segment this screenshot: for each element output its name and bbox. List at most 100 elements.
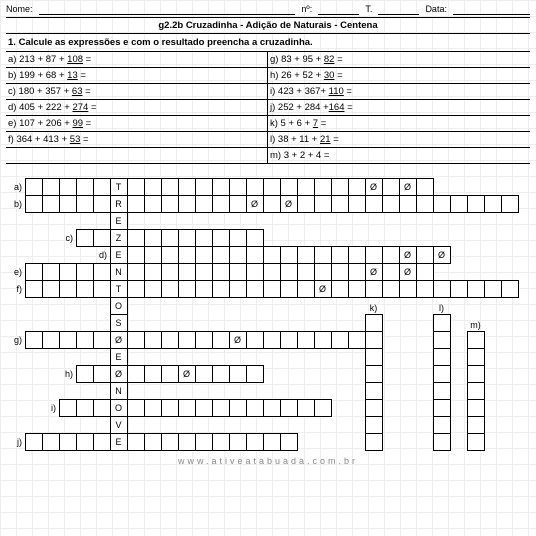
crossword-cell[interactable] [144, 229, 162, 247]
crossword-cell[interactable] [433, 433, 451, 451]
crossword-cell[interactable] [127, 331, 145, 349]
crossword-cell[interactable] [178, 178, 196, 196]
crossword-cell[interactable] [246, 280, 264, 298]
crossword-cell[interactable] [416, 263, 434, 281]
crossword-cell[interactable] [42, 280, 60, 298]
crossword-cell[interactable] [246, 365, 264, 383]
crossword-cell[interactable]: Ø [178, 365, 196, 383]
crossword-cell[interactable] [416, 195, 434, 213]
crossword-cell[interactable] [93, 433, 111, 451]
crossword-cell[interactable] [365, 365, 383, 383]
crossword-cell[interactable] [212, 229, 230, 247]
crossword-cell[interactable] [178, 433, 196, 451]
date-field-line[interactable] [453, 4, 530, 15]
crossword-cell[interactable] [127, 246, 145, 264]
crossword-cell[interactable] [42, 331, 60, 349]
crossword-cell[interactable] [76, 399, 94, 417]
crossword-cell[interactable] [229, 229, 247, 247]
crossword-cell[interactable] [229, 195, 247, 213]
crossword-cell[interactable] [280, 399, 298, 417]
crossword-cell[interactable]: Z [110, 229, 128, 247]
crossword-cell[interactable] [365, 280, 383, 298]
crossword-cell[interactable] [59, 178, 77, 196]
crossword-cell[interactable] [229, 433, 247, 451]
crossword-cell[interactable] [433, 399, 451, 417]
crossword-cell[interactable] [127, 433, 145, 451]
crossword-cell[interactable] [467, 365, 485, 383]
crossword-cell[interactable] [365, 195, 383, 213]
crossword-cell[interactable] [212, 365, 230, 383]
crossword-cell[interactable] [42, 433, 60, 451]
crossword-cell[interactable] [42, 195, 60, 213]
crossword-cell[interactable] [280, 280, 298, 298]
crossword-cell[interactable] [144, 365, 162, 383]
crossword-cell[interactable] [161, 280, 179, 298]
crossword-cell[interactable] [365, 382, 383, 400]
crossword-cell[interactable]: E [110, 433, 128, 451]
crossword-cell[interactable] [212, 178, 230, 196]
crossword-cell[interactable] [229, 263, 247, 281]
crossword-cell[interactable] [382, 280, 400, 298]
crossword-cell[interactable] [348, 263, 366, 281]
crossword-cell[interactable] [467, 331, 485, 349]
crossword-cell[interactable] [450, 280, 468, 298]
crossword-cell[interactable] [195, 280, 213, 298]
crossword-cell[interactable] [144, 280, 162, 298]
crossword-cell[interactable] [365, 399, 383, 417]
crossword-cell[interactable] [144, 331, 162, 349]
crossword-cell[interactable] [467, 416, 485, 434]
crossword-cell[interactable] [25, 263, 43, 281]
crossword-cell[interactable] [127, 229, 145, 247]
crossword-cell[interactable] [365, 314, 383, 332]
crossword-cell[interactable] [212, 433, 230, 451]
crossword-cell[interactable]: Ø [110, 331, 128, 349]
crossword-cell[interactable] [42, 263, 60, 281]
crossword-cell[interactable] [127, 280, 145, 298]
crossword-cell[interactable] [161, 263, 179, 281]
crossword-cell[interactable] [195, 246, 213, 264]
crossword-cell[interactable] [501, 280, 519, 298]
crossword-cell[interactable] [263, 399, 281, 417]
crossword-cell[interactable] [331, 246, 349, 264]
crossword-cell[interactable] [467, 348, 485, 366]
crossword-cell[interactable] [314, 331, 332, 349]
crossword-cell[interactable] [76, 263, 94, 281]
crossword-cell[interactable] [331, 195, 349, 213]
crossword-cell[interactable] [229, 365, 247, 383]
crossword-cell[interactable] [467, 280, 485, 298]
crossword-cell[interactable] [229, 246, 247, 264]
crossword-cell[interactable]: E [110, 212, 128, 230]
crossword-cell[interactable] [348, 331, 366, 349]
crossword-cell[interactable] [382, 263, 400, 281]
crossword-cell[interactable] [195, 263, 213, 281]
crossword-cell[interactable]: V [110, 416, 128, 434]
crossword-cell[interactable]: Ø [314, 280, 332, 298]
crossword-cell[interactable] [76, 331, 94, 349]
crossword-cell[interactable] [76, 433, 94, 451]
crossword-cell[interactable] [178, 229, 196, 247]
crossword-cell[interactable] [263, 178, 281, 196]
crossword-cell[interactable] [314, 178, 332, 196]
crossword-cell[interactable] [93, 229, 111, 247]
crossword-cell[interactable] [433, 331, 451, 349]
crossword-cell[interactable] [297, 280, 315, 298]
crossword-cell[interactable] [127, 399, 145, 417]
crossword-cell[interactable] [416, 280, 434, 298]
crossword-cell[interactable] [382, 178, 400, 196]
crossword-cell[interactable] [229, 280, 247, 298]
crossword-cell[interactable] [178, 263, 196, 281]
crossword-cell[interactable] [144, 246, 162, 264]
crossword-cell[interactable] [144, 433, 162, 451]
crossword-cell[interactable] [161, 365, 179, 383]
crossword-cell[interactable] [297, 331, 315, 349]
crossword-cell[interactable] [178, 280, 196, 298]
crossword-cell[interactable] [25, 331, 43, 349]
crossword-cell[interactable] [433, 280, 451, 298]
crossword-cell[interactable] [246, 229, 264, 247]
crossword-cell[interactable] [178, 246, 196, 264]
num-field-line[interactable] [318, 4, 359, 15]
crossword-cell[interactable] [314, 195, 332, 213]
crossword-cell[interactable] [246, 246, 264, 264]
crossword-cell[interactable] [501, 195, 519, 213]
crossword-cell[interactable] [348, 280, 366, 298]
